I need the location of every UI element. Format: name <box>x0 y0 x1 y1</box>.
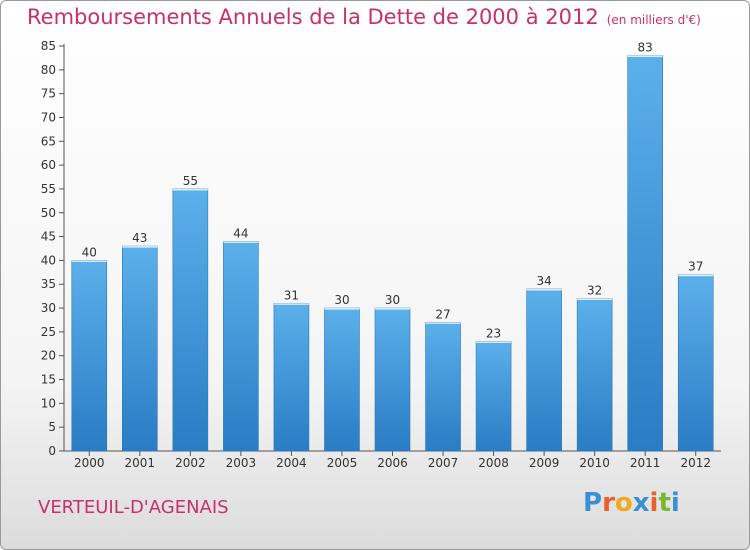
x-tick-label: 2002 <box>175 456 206 470</box>
x-tick-label: 2005 <box>327 456 358 470</box>
bar-2009 <box>526 288 562 452</box>
y-tick-label: 30 <box>41 301 56 315</box>
y-tick-label: 40 <box>41 253 56 267</box>
bar-top-highlight <box>273 303 309 305</box>
bar-2011 <box>627 55 663 452</box>
y-tick-label: 20 <box>41 349 56 363</box>
y-tick-label: 65 <box>41 134 56 148</box>
logo-letter: o <box>614 488 633 518</box>
bar-value-label: 30 <box>334 293 349 307</box>
bar-2003 <box>223 241 259 452</box>
chart-title-unit: (en milliers d'€) <box>606 13 701 27</box>
y-tick-label: 0 <box>48 444 56 458</box>
x-tick-label: 2010 <box>579 456 610 470</box>
bar-2005 <box>324 307 360 452</box>
x-tick-label: 2001 <box>125 456 156 470</box>
bar-2008 <box>475 341 512 452</box>
bar-top-highlight <box>526 289 562 291</box>
logo-letter: r <box>602 488 615 518</box>
y-tick-label: 85 <box>41 39 56 53</box>
y-tick-label: 15 <box>41 373 56 387</box>
y-tick-label: 70 <box>41 110 56 124</box>
bar-value-label: 30 <box>385 293 400 307</box>
x-tick-label: 2008 <box>478 456 509 470</box>
y-tick-label: 45 <box>41 230 56 244</box>
y-tick-label: 25 <box>41 325 56 339</box>
chart-title: Remboursements Annuels de la Dette de 20… <box>27 5 701 29</box>
y-tick-label: 80 <box>41 63 56 77</box>
y-tick-label: 35 <box>41 277 56 291</box>
y-tick-label: 10 <box>41 396 56 410</box>
logo-letter: x <box>632 488 650 518</box>
logo-letter: i <box>649 488 659 518</box>
commune-name: VERTEUIL-D'AGENAIS <box>38 497 229 518</box>
x-tick-label: 2004 <box>276 456 307 470</box>
proxiti-logo: Proxiti <box>583 488 680 518</box>
bar-top-highlight <box>375 308 410 310</box>
x-tick-label: 2012 <box>680 456 711 470</box>
x-tick-label: 2006 <box>377 456 408 470</box>
logo-letter: i <box>670 488 680 518</box>
bar-2004 <box>273 302 310 452</box>
bar-top-highlight <box>577 298 613 301</box>
y-tick-label: 60 <box>41 158 56 172</box>
bar-value-label: 43 <box>132 231 147 245</box>
bar-top-highlight <box>172 188 208 191</box>
bar-top-highlight <box>425 322 461 324</box>
bar-value-label: 23 <box>486 326 501 340</box>
x-tick-label: 2007 <box>428 456 459 470</box>
y-tick-label: 5 <box>48 420 56 434</box>
bar-2000 <box>71 260 108 452</box>
bar-value-label: 31 <box>284 288 299 302</box>
bar-2010 <box>576 298 613 452</box>
bar-top-highlight <box>678 274 714 277</box>
bar-top-highlight <box>476 341 512 343</box>
bar-2002 <box>172 188 209 452</box>
bar-2007 <box>425 322 461 452</box>
y-tick-label: 50 <box>41 206 56 220</box>
x-tick-label: 2003 <box>226 456 257 470</box>
bar-top-highlight <box>324 308 360 310</box>
bar-value-label: 44 <box>233 226 248 240</box>
y-tick-label: 55 <box>41 182 56 196</box>
chart-title-main: Remboursements Annuels de la Dette de 20… <box>27 5 599 29</box>
bar-value-label: 37 <box>688 260 703 274</box>
bar-value-label: 40 <box>82 245 97 259</box>
bar-value-label: 55 <box>183 174 198 188</box>
logo-letter: t <box>658 488 671 518</box>
bar-value-label: 27 <box>435 307 450 321</box>
bar-top-highlight <box>71 260 107 262</box>
x-tick-label: 2000 <box>74 456 105 470</box>
y-tick-label: 75 <box>41 87 56 101</box>
bar-2001 <box>122 245 158 452</box>
logo-letter: P <box>583 488 603 518</box>
bar-value-label: 32 <box>587 284 602 298</box>
bar-top-highlight <box>122 246 158 248</box>
x-tick-label: 2009 <box>529 456 560 470</box>
y-axis: 0 5 10 15 20 25 30 35 40 45 50 55 60 65 70 75 80 85 <box>41 39 65 458</box>
bars: 40 43 55 44 31 30 30 27 23 34 32 83 37 <box>71 41 714 452</box>
bar-top-highlight <box>223 241 259 243</box>
bar-value-label: 83 <box>638 41 653 55</box>
bar-top-highlight <box>627 55 663 58</box>
bar-2006 <box>374 307 411 452</box>
x-axis: 2000 2001 2002 2003 2004 2005 2006 2007 2008 2009… <box>64 450 721 470</box>
x-tick-label: 2011 <box>630 456 661 470</box>
bar-2012 <box>677 274 714 452</box>
bar-value-label: 34 <box>536 274 551 288</box>
